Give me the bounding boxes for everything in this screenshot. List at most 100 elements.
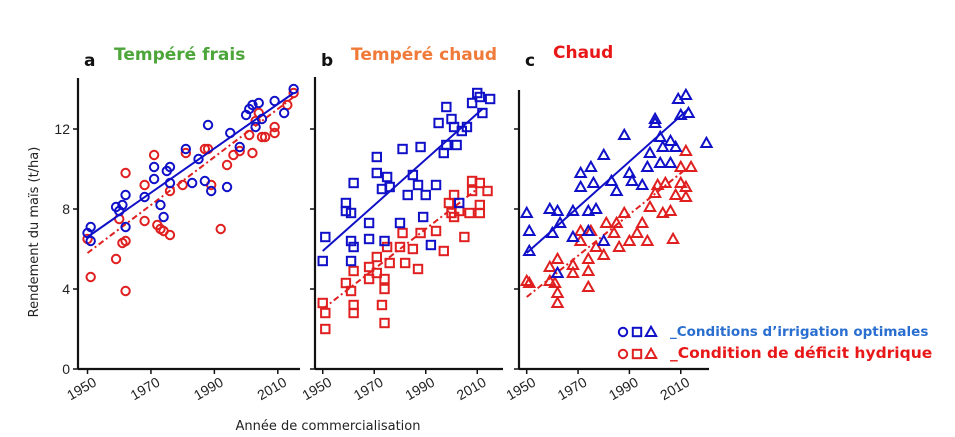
data-point <box>643 199 657 212</box>
data-point <box>371 167 383 179</box>
data-point <box>288 87 299 99</box>
legend-circle-icon <box>617 326 629 338</box>
data-point <box>415 227 426 239</box>
data-point <box>363 273 375 285</box>
data-point <box>573 179 588 192</box>
data-point <box>85 235 96 247</box>
data-point <box>668 187 683 200</box>
data-point <box>363 261 375 273</box>
data-point <box>678 143 693 156</box>
data-point <box>640 159 655 172</box>
data-point <box>648 115 662 128</box>
data-point <box>371 251 383 263</box>
data-point <box>348 241 359 253</box>
y-tick-label: 0 <box>62 361 70 377</box>
x-tick-label: 2010 <box>254 374 289 404</box>
data-point <box>433 117 444 129</box>
data-point <box>317 255 328 267</box>
data-point <box>617 127 632 140</box>
data-point <box>648 111 662 124</box>
data-point <box>317 297 328 309</box>
data-point <box>206 185 217 197</box>
trend-line-deficit <box>526 168 687 298</box>
data-point <box>407 243 419 255</box>
data-point <box>148 149 160 161</box>
trend-line-irrigated <box>526 108 690 254</box>
data-point <box>155 199 166 211</box>
panel-letter: c <box>525 51 535 71</box>
data-point <box>466 185 478 197</box>
data-point <box>164 229 176 241</box>
data-point <box>519 273 534 286</box>
trend-line-irrigated <box>322 108 484 252</box>
x-tick-label: 1950 <box>503 374 538 404</box>
data-point <box>474 177 486 189</box>
data-point <box>269 127 280 139</box>
data-point <box>379 273 390 285</box>
panel-title: Tempéré chaud <box>351 45 497 65</box>
data-point <box>581 263 596 276</box>
data-point <box>542 259 557 272</box>
data-point <box>482 185 493 197</box>
data-point <box>199 175 211 187</box>
data-point <box>596 233 611 246</box>
data-point <box>464 207 475 219</box>
trend-line-deficit <box>86 96 295 254</box>
x-tick-label: 1990 <box>402 374 437 404</box>
data-point <box>415 141 426 153</box>
data-point <box>459 231 470 243</box>
data-point <box>148 161 160 173</box>
data-point <box>596 147 611 160</box>
data-point <box>345 255 357 267</box>
data-point <box>581 279 596 292</box>
data-point <box>381 171 393 183</box>
data-point <box>650 177 665 190</box>
data-point <box>158 211 169 223</box>
data-point <box>253 97 264 109</box>
x-tick-label: 1950 <box>64 374 99 404</box>
data-point <box>256 131 268 143</box>
data-point <box>345 235 357 247</box>
data-point <box>586 175 601 188</box>
data-point <box>120 235 131 247</box>
data-point <box>120 189 131 201</box>
x-tick-label: 1950 <box>299 374 334 404</box>
data-point <box>379 283 390 295</box>
data-point <box>120 285 131 297</box>
data-point <box>110 253 122 265</box>
data-point <box>684 159 698 172</box>
data-point <box>430 225 442 237</box>
data-point <box>609 183 624 196</box>
legend-irrigated-label: _Conditions d’irrigation optimales <box>670 324 928 340</box>
legend-deficit-label: _Condition de déficit hydrique <box>670 344 932 362</box>
y-axis-label: Rendement du maïs (t/ha) <box>27 147 42 318</box>
trend-line-deficit <box>322 188 478 310</box>
data-point <box>402 189 413 201</box>
data-point <box>566 265 580 278</box>
data-point <box>438 245 449 257</box>
data-point <box>550 265 565 278</box>
data-point <box>247 99 258 111</box>
panel-a: 0 4 8 12 1950 1970 1990 2010 a Tempéré frais <box>54 45 300 403</box>
data-point <box>663 133 678 146</box>
x-tick-label: 1970 <box>127 374 162 404</box>
data-point <box>120 167 131 179</box>
data-point <box>635 215 650 228</box>
data-point <box>553 215 567 228</box>
data-point <box>320 231 331 243</box>
x-tick-label: 1990 <box>191 374 226 404</box>
data-point <box>381 241 393 253</box>
series-irrigated <box>317 87 496 267</box>
data-point <box>673 159 688 172</box>
data-point <box>320 307 331 319</box>
data-point <box>522 275 537 288</box>
x-tick-label: 1970 <box>351 374 386 404</box>
data-point <box>581 203 596 216</box>
data-point <box>148 173 160 185</box>
data-point <box>596 247 611 260</box>
data-point <box>474 199 486 211</box>
data-point <box>430 179 442 191</box>
data-point <box>384 257 395 269</box>
data-point <box>484 93 496 105</box>
